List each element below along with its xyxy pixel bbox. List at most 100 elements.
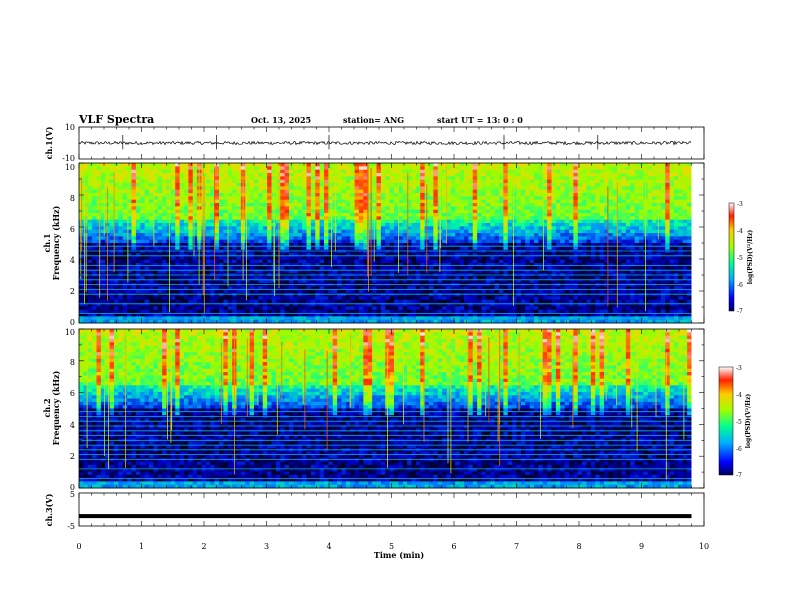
spectrogram-cell <box>179 163 185 167</box>
spectrogram-cell <box>485 179 491 184</box>
spectrogram-cell <box>350 313 356 317</box>
spectrogram-cell <box>503 179 509 184</box>
spectrogram-cell <box>157 276 163 281</box>
spectrogram-cell <box>188 233 194 237</box>
spectrogram-cell <box>302 286 307 291</box>
spectrogram-cell <box>481 166 487 171</box>
spectrogram-cell <box>359 319 364 324</box>
spectrogram-cell <box>219 216 224 221</box>
spectrogram-cell <box>280 256 286 261</box>
spectrogram-cell <box>372 169 377 174</box>
spectrogram-cell <box>87 196 93 201</box>
spectrogram-cell <box>529 303 535 307</box>
spectrogram-cell <box>240 173 246 177</box>
spectrogram-cell <box>503 199 509 204</box>
spectrogram-cell <box>407 213 412 217</box>
spectrogram-cell <box>468 289 474 294</box>
spectrogram-cell <box>223 299 229 304</box>
spectrogram-cell <box>499 226 504 231</box>
spectrogram-cell <box>249 226 255 231</box>
spectrogram-cell <box>415 203 421 207</box>
spectrogram-cell <box>367 253 373 257</box>
spectrogram-cell <box>131 269 137 274</box>
spectrogram-cell <box>389 223 395 227</box>
spectrogram-cell <box>477 263 482 267</box>
spectrogram-cell <box>398 296 404 301</box>
spectrogram-cell <box>337 243 342 247</box>
spectrogram-cell <box>433 173 439 177</box>
spectrogram-cell <box>149 183 154 187</box>
spectrogram-cell <box>92 199 97 204</box>
spectrogram-cell <box>520 233 526 237</box>
spectrogram-cell <box>280 186 286 191</box>
spectrogram-cell <box>153 236 159 241</box>
spectrogram-cell <box>284 203 290 207</box>
spectrogram-cell <box>481 286 487 291</box>
spectrogram-cell <box>157 306 163 311</box>
spectrogram-cell <box>87 206 93 211</box>
spectrogram-cell <box>411 319 417 324</box>
spectrogram-cell <box>79 266 84 271</box>
spectrogram-cell <box>275 286 281 291</box>
spectrogram-cell <box>140 186 146 191</box>
spectrogram-cell <box>135 269 141 274</box>
spectrogram-cell <box>271 309 277 314</box>
spectrogram-cell <box>477 213 482 217</box>
spectrogram-cell <box>520 249 526 254</box>
spectrogram-cell <box>135 226 141 231</box>
spectrogram-cell <box>223 183 229 187</box>
spectrogram-cell <box>315 259 321 264</box>
spectrogram-cell <box>520 259 526 264</box>
spectrogram-cell <box>205 176 211 181</box>
spectrogram-cell <box>341 163 347 167</box>
spectrogram-cell <box>477 253 482 257</box>
spectrogram-cell <box>367 206 373 211</box>
spectrogram-cell <box>96 249 102 254</box>
spectrogram-cell <box>459 303 465 307</box>
spectrogram-cell <box>87 256 93 261</box>
spectrogram-cell <box>450 179 456 184</box>
spectrogram-cell <box>350 259 356 264</box>
spectrogram-cell <box>429 303 434 307</box>
spectrogram-cell <box>114 313 119 317</box>
spectrogram-cell <box>363 189 369 194</box>
spectrogram-cell <box>525 299 531 304</box>
spectrogram-cell <box>306 246 312 251</box>
spectrogram-cell <box>223 179 229 184</box>
spectrogram-cell <box>227 253 233 257</box>
spectrogram-cell <box>503 293 509 297</box>
spectrogram-cell <box>464 213 469 217</box>
spectrogram-cell <box>188 189 194 194</box>
spectrogram-cell <box>227 289 233 294</box>
spectrogram-cell <box>354 166 360 171</box>
spectrogram-cell <box>350 289 356 294</box>
spectrogram-cell <box>520 213 526 217</box>
spectrogram-cell <box>407 303 412 307</box>
spectrogram-cell <box>197 169 202 174</box>
spectrogram-cell <box>249 313 255 317</box>
spectrogram-cell <box>499 213 504 217</box>
spectrogram-cell <box>446 289 452 294</box>
spectrogram-cell <box>525 286 531 291</box>
spectrogram-cell <box>245 233 251 237</box>
spectrogram-cell <box>289 166 294 171</box>
spectrogram-cell <box>144 166 150 171</box>
spectrogram-cell <box>446 259 452 264</box>
spectrogram-cell <box>284 279 290 284</box>
spectrogram-cell <box>525 243 531 247</box>
spectrogram-cell <box>267 269 272 274</box>
spectrogram-cell <box>267 166 272 171</box>
spectrogram-cell <box>394 169 399 174</box>
spectrogram-cell <box>100 236 106 241</box>
spectrogram-cell <box>341 256 347 261</box>
spectrogram-cell <box>87 246 93 251</box>
spectrogram-cell <box>415 266 421 271</box>
spectrogram-cell <box>354 269 360 274</box>
spectrogram-cell <box>450 306 456 311</box>
spectrogram-cell <box>319 269 325 274</box>
spectrogram-cell <box>315 239 321 244</box>
spectrogram-cell <box>197 173 202 177</box>
spectrogram-cell <box>485 193 491 197</box>
spectrogram-cell <box>293 269 299 274</box>
spectrogram-cell <box>407 206 412 211</box>
